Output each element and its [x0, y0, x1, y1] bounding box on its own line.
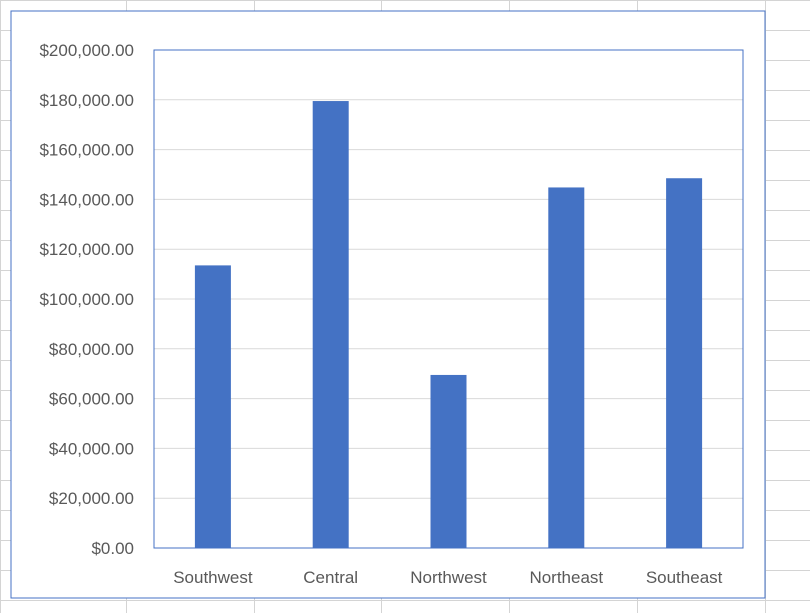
- y-tick-label: $200,000.00: [39, 41, 134, 60]
- chart-area[interactable]: [10, 10, 766, 599]
- x-tick-label: Northeast: [529, 568, 603, 587]
- bar-northwest[interactable]: [430, 374, 467, 548]
- y-tick-label: $160,000.00: [39, 141, 134, 160]
- y-tick-label: $80,000.00: [49, 340, 134, 359]
- bar-southwest[interactable]: [194, 265, 231, 548]
- bar-central[interactable]: [312, 101, 349, 549]
- x-tick-label: Southeast: [646, 568, 723, 587]
- x-axis-tick-labels: Southwest Central Northwest Northeast Southe…: [173, 568, 722, 587]
- bar-northeast[interactable]: [548, 187, 585, 548]
- x-tick-label: Central: [303, 568, 358, 587]
- y-tick-label: $140,000.00: [39, 190, 134, 209]
- y-tick-label: $0.00: [91, 539, 134, 558]
- bar-southeast[interactable]: [666, 178, 703, 549]
- y-tick-label: $100,000.00: [39, 290, 134, 309]
- y-tick-label: $180,000.00: [39, 91, 134, 110]
- y-tick-label: $20,000.00: [49, 489, 134, 508]
- x-tick-label: Southwest: [173, 568, 253, 587]
- y-tick-label: $120,000.00: [39, 240, 134, 259]
- y-tick-label: $40,000.00: [49, 439, 134, 458]
- bar-series[interactable]: [194, 101, 703, 549]
- x-tick-label: Northwest: [410, 568, 487, 587]
- y-tick-label: $60,000.00: [49, 390, 134, 409]
- y-axis-tick-labels: $0.00 $20,000.00 $40,000.00 $60,000.00 $80,0…: [39, 41, 134, 558]
